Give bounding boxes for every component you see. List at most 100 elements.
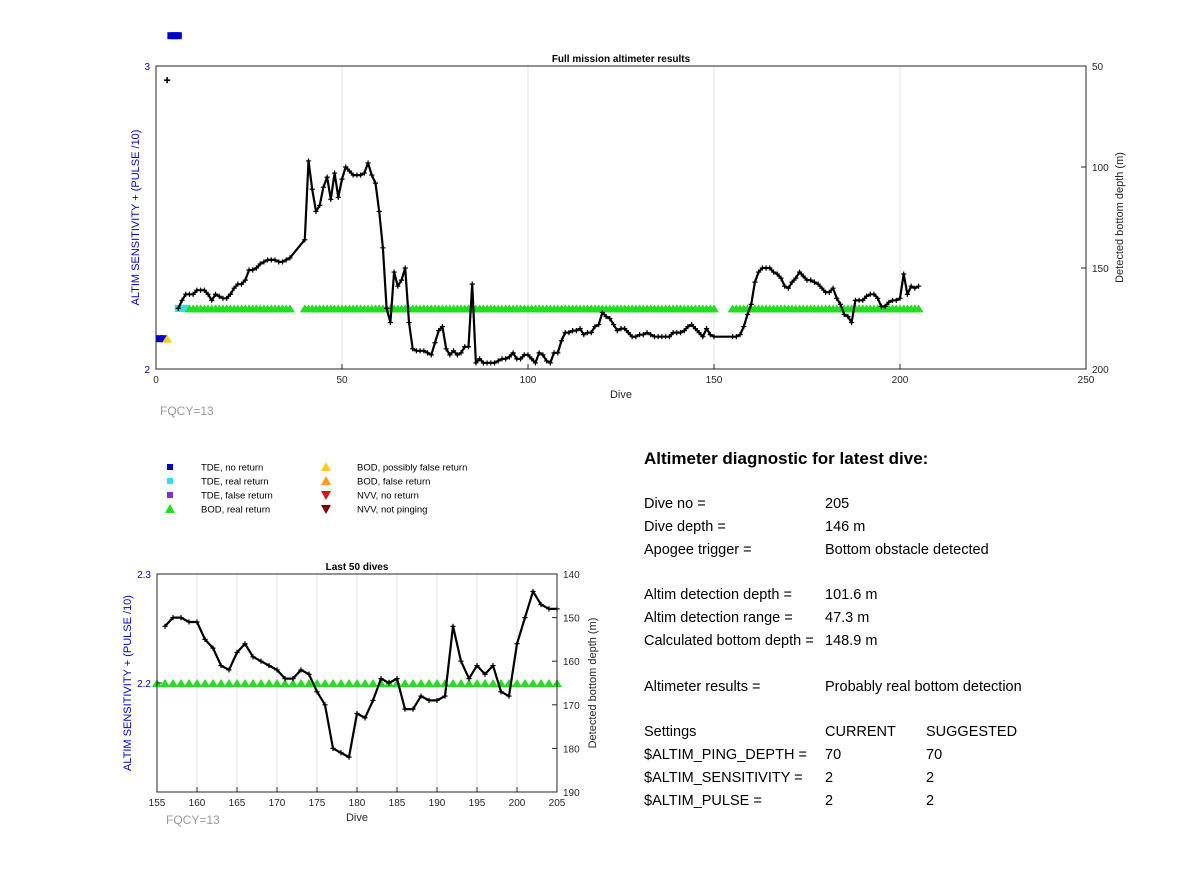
depth-point <box>298 667 304 673</box>
depth-point <box>226 667 232 673</box>
depth-point <box>287 255 293 261</box>
current-header: CURRENT <box>825 724 896 740</box>
x-tick-label: 205 <box>549 798 566 809</box>
y-tick-label-right: 150 <box>1092 264 1109 275</box>
depth-point <box>216 293 222 299</box>
x-axis-label: Dive <box>346 812 368 824</box>
depth-point <box>882 303 888 309</box>
depth-point <box>834 295 840 301</box>
diagnostic-title: Altimeter diagnostic for latest dive: <box>644 449 929 468</box>
depth-point <box>498 689 504 695</box>
depth-point <box>477 356 483 362</box>
depth-point <box>346 754 352 760</box>
depth-point <box>242 641 248 647</box>
depth-point <box>218 662 224 669</box>
detection-depth-value: 101.6 m <box>825 587 878 603</box>
depth-point <box>450 623 456 629</box>
depth-point <box>633 334 639 340</box>
depth-point <box>458 658 464 664</box>
depth-point <box>358 172 364 178</box>
y-axis-label-right: Detected bottom depth (m) <box>1114 152 1126 283</box>
depth-point <box>599 309 605 316</box>
x-axis-label: Dive <box>610 389 632 401</box>
setting-current: 2 <box>825 770 834 786</box>
dive-depth-label: Dive depth = <box>644 519 726 535</box>
depth-point <box>808 277 814 283</box>
x-tick-label: 165 <box>229 798 246 809</box>
depth-point <box>309 186 315 192</box>
plot-frame <box>155 65 1087 370</box>
depth-point <box>897 295 903 301</box>
y-tick-label-right: 50 <box>1092 62 1104 73</box>
setting-suggested: 70 <box>926 747 943 763</box>
depth-point <box>194 619 200 625</box>
depth-point <box>443 346 449 352</box>
depth-point <box>384 305 390 311</box>
depth-point <box>610 321 617 328</box>
depth-point <box>625 330 632 336</box>
status-marker <box>360 679 370 687</box>
depth-point <box>530 588 536 595</box>
status-marker <box>248 679 258 687</box>
depth-point <box>362 715 368 721</box>
depth-point <box>737 332 743 338</box>
status-marker <box>167 32 175 40</box>
depth-point <box>490 662 496 669</box>
depth-point <box>700 334 706 340</box>
depth-point <box>774 271 780 277</box>
legend-swatch <box>167 478 173 484</box>
depth-point <box>703 326 710 332</box>
depth-point <box>614 328 620 334</box>
depth-point <box>410 706 416 712</box>
apogee-trigger-label: Apogee trigger = <box>644 542 752 558</box>
depth-point <box>793 275 799 281</box>
legend-label: NVV, no return <box>357 491 419 502</box>
depth-point <box>886 299 892 305</box>
depth-point <box>164 77 171 84</box>
setting-name: $ALTIM_PING_DEPTH = <box>644 747 807 763</box>
depth-point <box>372 180 379 186</box>
depth-point <box>525 352 531 358</box>
depth-point <box>770 269 777 275</box>
depth-point <box>242 277 248 283</box>
status-marker <box>176 679 186 687</box>
status-marker <box>512 679 522 687</box>
status-marker <box>400 679 410 687</box>
legend-swatch <box>321 505 331 514</box>
depth-point <box>469 281 475 287</box>
status-marker <box>208 679 218 687</box>
status-marker <box>288 679 298 687</box>
status-marker <box>320 679 330 687</box>
depth-point <box>778 275 784 281</box>
depth-point <box>752 279 758 285</box>
y-tick-label-right: 140 <box>563 570 580 581</box>
depth-point <box>648 332 654 338</box>
depth-point <box>454 352 460 358</box>
status-marker <box>182 304 190 312</box>
depth-point <box>875 295 881 301</box>
depth-point <box>306 671 312 677</box>
depth-point <box>558 338 565 344</box>
x-tick-label: 160 <box>189 798 206 809</box>
depth-point <box>170 615 176 621</box>
depth-point <box>175 305 181 311</box>
depth-point <box>279 259 286 265</box>
depth-point <box>458 350 464 356</box>
depth-point <box>826 289 832 295</box>
status-marker <box>416 679 426 687</box>
y-tick-label-left: 2.2 <box>137 679 151 690</box>
y-tick-label-right: 200 <box>1092 365 1109 376</box>
depth-point <box>339 176 345 182</box>
depth-point <box>756 269 762 275</box>
depth-point <box>830 285 836 291</box>
depth-point <box>354 710 360 717</box>
depth-point <box>503 356 509 362</box>
y-tick-label-left: 2 <box>144 365 150 376</box>
depth-point <box>365 160 371 166</box>
y-axis-label-right: Detected bottom depth (m) <box>587 618 599 749</box>
depth-point <box>522 615 528 621</box>
depth-point <box>841 311 847 318</box>
depth-point <box>789 279 795 285</box>
depth-point <box>394 676 400 682</box>
status-marker <box>352 679 362 687</box>
